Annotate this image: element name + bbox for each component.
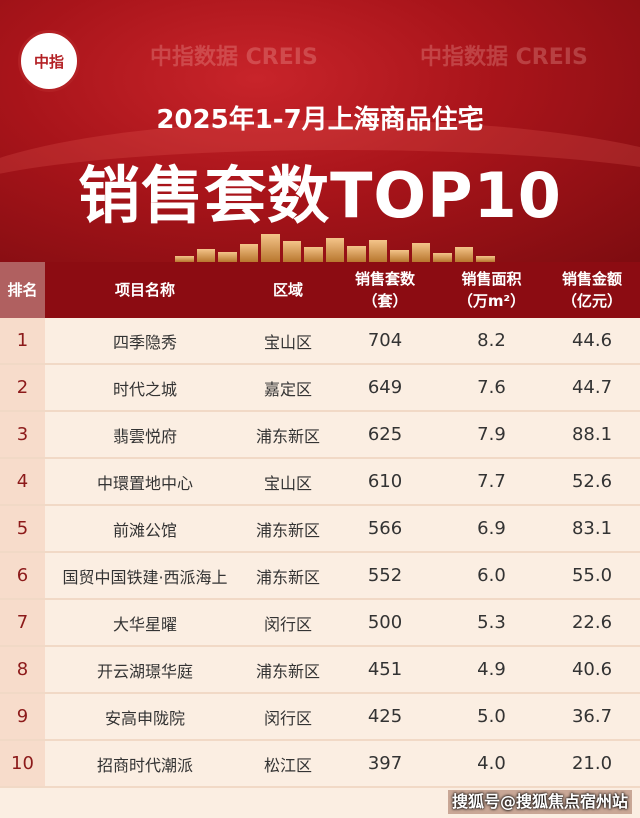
- city-skyline-graphic: [175, 232, 495, 262]
- column-header: 销售面积 （万m²）: [457, 270, 526, 310]
- column-header: 排名: [0, 262, 45, 318]
- project-name-cell: 前滩公馆: [112, 520, 177, 540]
- table-header: 排名 项目名称 区域 销售套数 （套） 销售面积 （万m²） 销售金额 （亿元）: [0, 262, 640, 318]
- column-header: 区域: [272, 281, 303, 299]
- table-row: 2 时代之城 嘉定区 649 7.6 44.7: [0, 365, 640, 412]
- sales-amount-cell: 44.7: [571, 377, 613, 398]
- area-sold-cell: 7.6: [477, 377, 506, 398]
- units-sold-cell: 649: [367, 377, 403, 398]
- sales-amount-cell: 40.6: [571, 659, 613, 680]
- subtitle: 2025年1-7月上海商品住宅: [156, 105, 484, 135]
- units-sold-cell: 425: [367, 706, 403, 727]
- banner: 中指 中指数据 CREIS 中指数据 CREIS 2025年1-7月上海商品住宅…: [0, 0, 640, 262]
- column-header: 销售套数 （套）: [354, 270, 415, 310]
- units-sold-cell: 552: [367, 565, 403, 586]
- project-name-cell: 翡雲悦府: [112, 426, 177, 446]
- area-sold-cell: 8.2: [477, 330, 506, 351]
- rank-cell: 4: [0, 459, 45, 504]
- sales-amount-cell: 36.7: [571, 706, 613, 727]
- rank-cell: 9: [0, 694, 45, 739]
- project-name-cell: 四季隐秀: [112, 332, 177, 352]
- district-cell: 浦东新区: [255, 426, 320, 446]
- china-index-academy-logo: 中指: [18, 30, 80, 92]
- table-row: 10 招商时代潮派 松江区 397 4.0 21.0: [0, 741, 640, 788]
- rank-cell: 6: [0, 553, 45, 598]
- area-sold-cell: 7.9: [477, 424, 506, 445]
- table-row: 1 四季隐秀 宝山区 704 8.2 44.6: [0, 318, 640, 365]
- area-sold-cell: 6.9: [477, 518, 506, 539]
- area-sold-cell: 6.0: [477, 565, 506, 586]
- district-cell: 宝山区: [263, 332, 312, 352]
- sales-amount-cell: 88.1: [571, 424, 613, 445]
- sales-amount-cell: 22.6: [571, 612, 613, 633]
- project-name-cell: 时代之城: [112, 379, 177, 399]
- project-name-cell: 中環置地中心: [96, 473, 193, 493]
- sales-amount-cell: 83.1: [571, 518, 613, 539]
- table-row: 8 开云湖璟华庭 浦东新区 451 4.9 40.6: [0, 647, 640, 694]
- units-sold-cell: 566: [367, 518, 403, 539]
- ranking-table: 1 四季隐秀 宝山区 704 8.2 44.6 2 时代之城 嘉定区 649 7.6 44.7 3 翡雲悦…: [0, 318, 640, 788]
- rank-cell: 2: [0, 365, 45, 410]
- district-cell: 松江区: [263, 755, 312, 775]
- table-row: 6 国贸中国铁建·西派海上 浦东新区 552 6.0 55.0: [0, 553, 640, 600]
- district-cell: 浦东新区: [255, 567, 320, 587]
- watermark: 中指数据 CREIS: [150, 45, 318, 70]
- units-sold-cell: 500: [367, 612, 403, 633]
- district-cell: 闵行区: [263, 614, 312, 634]
- area-sold-cell: 5.3: [477, 612, 506, 633]
- table-row: 3 翡雲悦府 浦东新区 625 7.9 88.1: [0, 412, 640, 459]
- units-sold-cell: 610: [367, 471, 403, 492]
- units-sold-cell: 625: [367, 424, 403, 445]
- project-name-cell: 招商时代潮派: [96, 755, 193, 775]
- table-row: 4 中環置地中心 宝山区 610 7.7 52.6: [0, 459, 640, 506]
- project-name-cell: 国贸中国铁建·西派海上: [62, 567, 228, 587]
- area-sold-cell: 5.0: [477, 706, 506, 727]
- column-header: 销售金额 （亿元）: [561, 270, 622, 310]
- project-name-cell: 大华星曜: [112, 614, 177, 634]
- area-sold-cell: 7.7: [477, 471, 506, 492]
- sales-amount-cell: 44.6: [571, 330, 613, 351]
- sales-amount-cell: 21.0: [571, 753, 613, 774]
- sales-amount-cell: 55.0: [571, 565, 613, 586]
- project-name-cell: 开云湖璟华庭: [96, 661, 193, 681]
- district-cell: 浦东新区: [255, 661, 320, 681]
- rank-cell: 7: [0, 600, 45, 645]
- table-row: 9 安高申陇院 闵行区 425 5.0 36.7: [0, 694, 640, 741]
- logo-text: 中指: [33, 52, 64, 71]
- rank-cell: 5: [0, 506, 45, 551]
- district-cell: 浦东新区: [255, 520, 320, 540]
- units-sold-cell: 397: [367, 753, 403, 774]
- page-title: 销售套数TOP10: [78, 159, 562, 232]
- table-row: 5 前滩公馆 浦东新区 566 6.9 83.1: [0, 506, 640, 553]
- table-row: 7 大华星曜 闵行区 500 5.3 22.6: [0, 600, 640, 647]
- project-name-cell: 安高申陇院: [104, 708, 185, 728]
- district-cell: 闵行区: [263, 708, 312, 728]
- units-sold-cell: 451: [367, 659, 403, 680]
- district-cell: 嘉定区: [263, 379, 312, 399]
- rank-cell: 1: [0, 318, 45, 363]
- source-watermark: 搜狐号@搜狐焦点宿州站: [447, 790, 632, 814]
- rank-cell: 3: [0, 412, 45, 457]
- area-sold-cell: 4.9: [477, 659, 506, 680]
- units-sold-cell: 704: [367, 330, 403, 351]
- column-header: 项目名称: [114, 281, 175, 299]
- rank-cell: 10: [0, 741, 45, 786]
- watermark: 中指数据 CREIS: [420, 45, 588, 70]
- rank-cell: 8: [0, 647, 45, 692]
- area-sold-cell: 4.0: [477, 753, 506, 774]
- district-cell: 宝山区: [263, 473, 312, 493]
- sales-amount-cell: 52.6: [571, 471, 613, 492]
